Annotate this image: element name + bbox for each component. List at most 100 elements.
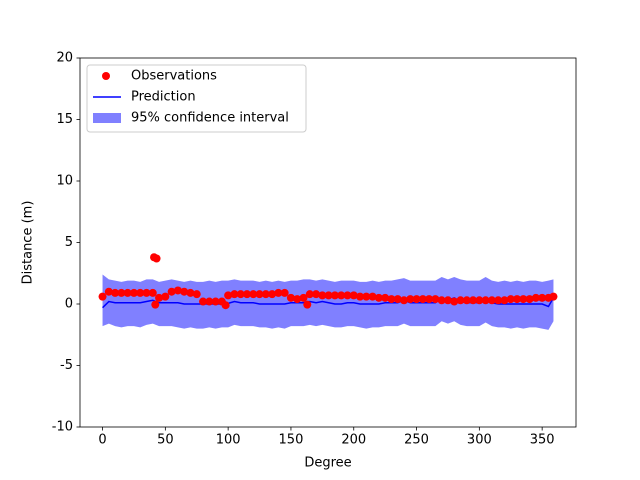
observation-point (293, 295, 302, 304)
observation-point (299, 293, 308, 302)
observation-point (519, 295, 528, 304)
observation-point (343, 291, 352, 300)
legend-label: 95% confidence interval (131, 111, 289, 126)
observation-point (180, 287, 189, 296)
observation-point (161, 292, 170, 301)
observation-point (481, 296, 490, 305)
observation-point (224, 291, 233, 300)
observation-point (462, 296, 471, 305)
observation-point (117, 288, 126, 297)
observation-point (374, 293, 383, 302)
observation-point (494, 296, 503, 305)
observation-point (538, 293, 547, 302)
observation-point (173, 286, 182, 295)
observation-point (330, 291, 339, 300)
observation-point (487, 296, 496, 305)
observation-point (142, 288, 151, 297)
x-tick-label: 250 (404, 433, 429, 448)
observation-point (312, 290, 321, 299)
observation-point (549, 292, 558, 301)
observation-point (500, 296, 509, 305)
observation-point (192, 290, 201, 299)
observation-point (506, 295, 515, 304)
observation-point (362, 292, 371, 301)
x-tick-label: 0 (98, 433, 106, 448)
x-tick-label: 350 (530, 433, 555, 448)
legend-box (86, 64, 307, 133)
observation-point (123, 288, 132, 297)
observation-point (152, 254, 161, 263)
observation-point (387, 295, 396, 304)
observation-point (368, 292, 377, 301)
observation-point (286, 293, 295, 302)
observation-point (249, 290, 258, 299)
observation-point (418, 295, 427, 304)
observation-point (255, 290, 264, 299)
legend-patch (93, 113, 121, 123)
observation-point (151, 300, 160, 309)
x-tick-label: 300 (467, 433, 492, 448)
x-axis-label: Degree (304, 456, 351, 471)
x-tick-label: 100 (216, 433, 241, 448)
observation-point (211, 297, 220, 306)
observation-point (399, 296, 408, 305)
observation-point (167, 287, 176, 296)
x-tick-label: 200 (341, 433, 366, 448)
observation-point (221, 301, 230, 310)
observation-point (324, 291, 333, 300)
y-tick-label: 0 (65, 297, 73, 312)
observation-point (450, 297, 459, 306)
y-tick-label: 10 (56, 174, 73, 189)
observation-point (303, 300, 312, 309)
observation-point (349, 291, 358, 300)
observation-point (513, 295, 522, 304)
observation-point (305, 290, 314, 299)
legend-marker (102, 72, 110, 80)
x-tick-label: 50 (157, 433, 174, 448)
y-axis-label: Distance (m) (21, 201, 36, 285)
observation-point (412, 295, 421, 304)
observation-point (98, 292, 107, 301)
observation-point (274, 288, 283, 297)
observation-point (129, 288, 138, 297)
observation-point (230, 290, 239, 299)
observation-point (111, 288, 120, 297)
observation-point (261, 290, 270, 299)
x-tick-label: 150 (279, 433, 304, 448)
observation-point (236, 290, 245, 299)
observation-point (406, 295, 415, 304)
observation-point (437, 296, 446, 305)
y-tick-label: 5 (65, 235, 73, 250)
observation-point (186, 288, 195, 297)
y-tick-label: -10 (52, 420, 73, 435)
legend-label: Observations (131, 69, 217, 84)
observation-point (205, 297, 214, 306)
observation-point (393, 295, 402, 304)
observation-point (469, 296, 478, 305)
y-tick-label: 15 (56, 112, 73, 127)
legend-label: Prediction (131, 90, 196, 105)
observation-point (242, 290, 251, 299)
observation-point (431, 295, 440, 304)
observation-point (425, 295, 434, 304)
observation-point (337, 291, 346, 300)
observation-point (199, 297, 208, 306)
observation-point (136, 288, 145, 297)
observation-point (318, 291, 327, 300)
observation-point (280, 288, 289, 297)
observation-point (456, 296, 465, 305)
observation-point (268, 290, 277, 299)
observation-point (104, 287, 113, 296)
observation-point (148, 288, 157, 297)
observation-point (531, 293, 540, 302)
observation-point (443, 296, 452, 305)
observation-point (155, 293, 164, 302)
y-tick-label: 20 (56, 51, 73, 66)
y-tick-label: -5 (60, 358, 73, 373)
observation-point (356, 292, 365, 301)
plot-area (98, 253, 558, 330)
observation-point (381, 293, 390, 302)
observation-point (475, 296, 484, 305)
